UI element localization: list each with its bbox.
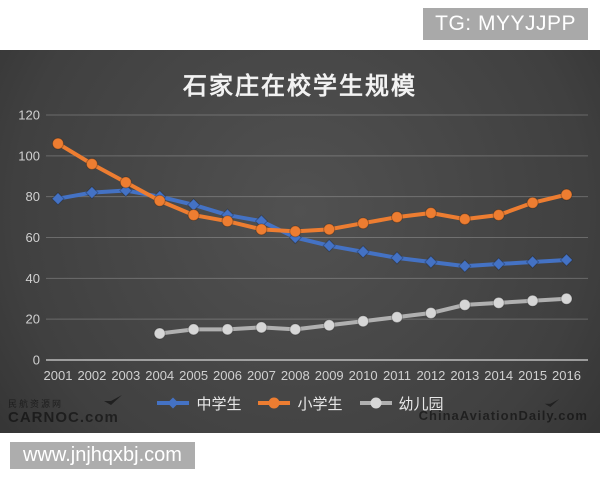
data-point-marker (458, 298, 471, 311)
data-point-marker (491, 257, 506, 271)
data-point-marker (458, 213, 471, 226)
x-tick-label: 2011 (383, 368, 411, 383)
data-point-marker (52, 137, 64, 150)
data-point-marker (357, 217, 370, 230)
series-line (56, 141, 569, 234)
check-icon (544, 399, 560, 407)
data-point-marker (560, 292, 573, 305)
x-tick-label: 2010 (349, 368, 378, 383)
data-point-marker (221, 215, 234, 228)
x-tick-label: 2002 (77, 368, 106, 383)
data-point-marker (458, 259, 472, 273)
data-point-marker (424, 307, 437, 320)
data-point-marker (255, 321, 268, 334)
data-point-marker (322, 238, 336, 253)
data-point-marker (85, 158, 98, 170)
x-tick-label: 2013 (450, 368, 479, 383)
data-point-marker (424, 207, 437, 219)
x-axis-labels: 2001 2002 2003 2004 2005 2006 2007 2008 2009 2010… (44, 368, 581, 383)
data-point-marker (526, 294, 539, 307)
x-tick-label: 2007 (247, 368, 276, 383)
legend-item-幼儿园: 幼儿园 (359, 393, 444, 414)
x-tick-label: 2003 (111, 368, 140, 383)
series-中学生 (51, 183, 574, 273)
y-tick-label: 20 (26, 312, 40, 327)
y-axis-labels: 0 20 40 60 80 100 120 (18, 108, 40, 368)
legend-item-小学生: 小学生 (257, 393, 343, 414)
data-point-marker (51, 192, 65, 206)
legend-marker-icon (258, 397, 291, 409)
chart-title: 石家庄在校学生规模 (183, 73, 417, 100)
chart-legend: 中学生 小学生 幼儿园 (0, 391, 600, 415)
y-tick-label: 0 (33, 353, 40, 368)
data-point-marker (424, 255, 438, 269)
carnoc-chinese-label: 民航资源网 (8, 399, 64, 409)
data-point-marker (187, 209, 200, 222)
check-icon (103, 395, 122, 405)
data-point-marker (187, 323, 200, 336)
data-point-marker (391, 311, 403, 324)
legend-label: 幼儿园 (398, 395, 444, 413)
data-point-marker (492, 296, 505, 309)
carnoc-url-label: CARNOC.com (8, 409, 119, 426)
y-tick-label: 100 (18, 148, 40, 163)
data-point-marker (153, 194, 166, 207)
x-tick-label: 2009 (315, 368, 344, 383)
x-tick-label: 2004 (145, 368, 174, 383)
y-tick-label: 80 (26, 189, 40, 204)
carnoc-watermark: 民航资源网 CARNOC.com (8, 395, 122, 426)
legend-marker-icon (359, 397, 392, 409)
data-point-marker (119, 176, 132, 189)
data-point-marker (559, 253, 574, 267)
x-tick-label: 2005 (179, 368, 208, 383)
legend-item-中学生: 中学生 (156, 393, 241, 414)
data-point-marker (356, 245, 370, 259)
legend-label: 中学生 (196, 395, 242, 413)
data-point-marker (391, 211, 403, 224)
data-point-marker (153, 327, 166, 340)
y-tick-label: 60 (26, 230, 40, 245)
data-point-marker (560, 188, 573, 201)
data-point-marker (221, 323, 234, 336)
data-point-marker (186, 198, 201, 212)
chinaaviationdaily-url-label: ChinaAviationDaily.com (418, 408, 588, 423)
x-tick-label: 2015 (518, 368, 547, 383)
series-幼儿园 (153, 292, 573, 340)
data-point-marker (119, 183, 133, 198)
x-tick-label: 2014 (484, 368, 513, 383)
data-point-marker (323, 319, 336, 332)
data-point-marker (289, 323, 302, 336)
x-tick-label: 2006 (213, 368, 242, 383)
data-point-marker (323, 223, 336, 236)
data-point-marker (492, 209, 505, 222)
legend-marker-icon (157, 397, 190, 409)
chart-panel: 0 20 40 60 80 100 120 2001 2002 2003 2004 2005 2006 2… (0, 50, 600, 433)
data-point-marker (85, 185, 99, 200)
site-url-badge: www.jnjhqxbj.com (10, 442, 195, 469)
x-tick-label: 2016 (552, 368, 581, 383)
data-point-marker (255, 223, 268, 236)
x-tick-label: 2008 (281, 368, 310, 383)
series-小学生 (52, 137, 573, 238)
x-tick-label: 2012 (416, 368, 445, 383)
series-line (56, 188, 569, 269)
legend-label: 小学生 (297, 395, 343, 413)
x-tick-label: 2001 (44, 368, 73, 383)
telegram-badge: TG: MYYJJPP (423, 8, 588, 40)
gridlines (46, 114, 588, 361)
y-tick-label: 120 (18, 108, 40, 123)
data-point-marker (525, 255, 540, 269)
chinaaviationdaily-watermark: ChinaAviationDaily.com (418, 399, 588, 423)
data-point-marker (526, 196, 539, 209)
y-tick-label: 40 (26, 271, 40, 286)
data-point-marker (289, 225, 302, 238)
data-point-marker (390, 251, 404, 265)
data-point-marker (357, 315, 370, 328)
